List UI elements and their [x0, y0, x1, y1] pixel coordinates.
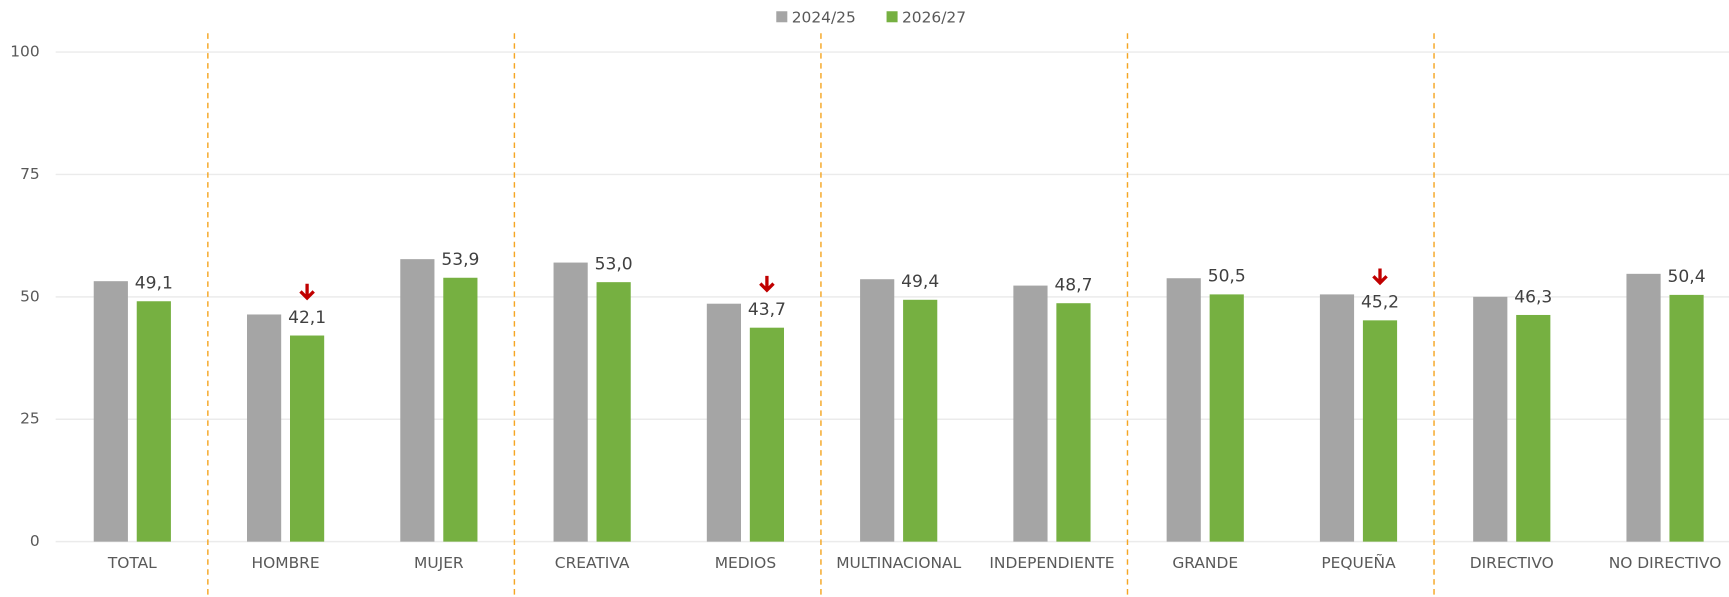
x-tick-label: INDEPENDIENTE: [989, 554, 1114, 572]
bar: [1516, 314, 1551, 542]
bar: [1473, 296, 1508, 542]
value-label: 50,4: [1668, 267, 1706, 287]
value-label: 45,2: [1361, 293, 1399, 313]
bar: [136, 301, 171, 542]
down-arrow: [1372, 268, 1388, 286]
y-tick-label: 100: [10, 43, 39, 61]
bar: [290, 335, 325, 542]
bar: [903, 299, 938, 542]
bar: [706, 303, 741, 542]
value-label: 48,7: [1054, 276, 1092, 296]
value-label: 42,1: [288, 308, 326, 328]
legend-label: 2024/25: [792, 8, 856, 26]
x-tick-label: CREATIVA: [555, 554, 630, 572]
bar: [1669, 294, 1704, 542]
down-arrow: [299, 283, 315, 301]
bar: [1013, 285, 1048, 542]
bar: [749, 327, 785, 542]
value-label: 53,9: [441, 250, 479, 270]
x-tick-label: TOTAL: [107, 554, 157, 572]
x-tick-label: PEQUEÑA: [1321, 553, 1396, 572]
bar: [1209, 294, 1244, 542]
bar: [93, 281, 128, 542]
value-label: 53,0: [595, 255, 633, 275]
bar: [1362, 320, 1398, 542]
value-label: 49,4: [901, 272, 939, 292]
value-label: 49,1: [135, 274, 173, 294]
value-label: 46,3: [1514, 287, 1552, 307]
y-tick-label: 50: [20, 287, 40, 305]
x-tick-label: MULTINACIONAL: [836, 554, 961, 572]
legend-label: 2026/27: [902, 8, 966, 26]
y-tick-label: 0: [30, 532, 40, 550]
value-label: 43,7: [748, 300, 786, 320]
x-tick-label: GRANDE: [1172, 554, 1238, 572]
bar: [860, 279, 895, 542]
legend-swatch: [776, 11, 788, 23]
y-tick-label: 25: [20, 410, 40, 428]
value-label: 50,5: [1208, 267, 1246, 287]
down-arrow: [759, 275, 775, 293]
bar: [443, 277, 478, 542]
bar: [1166, 278, 1201, 542]
x-tick-label: NO DIRECTIVO: [1609, 554, 1722, 572]
x-tick-label: HOMBRE: [252, 554, 320, 572]
bar: [596, 282, 631, 542]
bar: [1319, 294, 1355, 542]
bar: [1626, 273, 1661, 542]
bar: [553, 262, 588, 542]
x-tick-label: MUJER: [414, 554, 464, 572]
legend-swatch: [886, 11, 898, 23]
bar: [247, 314, 282, 542]
bar: [1056, 303, 1091, 542]
x-tick-label: DIRECTIVO: [1470, 554, 1554, 572]
x-tick-label: MEDIOS: [715, 554, 776, 572]
bar: [400, 259, 435, 542]
y-tick-label: 75: [20, 165, 40, 183]
